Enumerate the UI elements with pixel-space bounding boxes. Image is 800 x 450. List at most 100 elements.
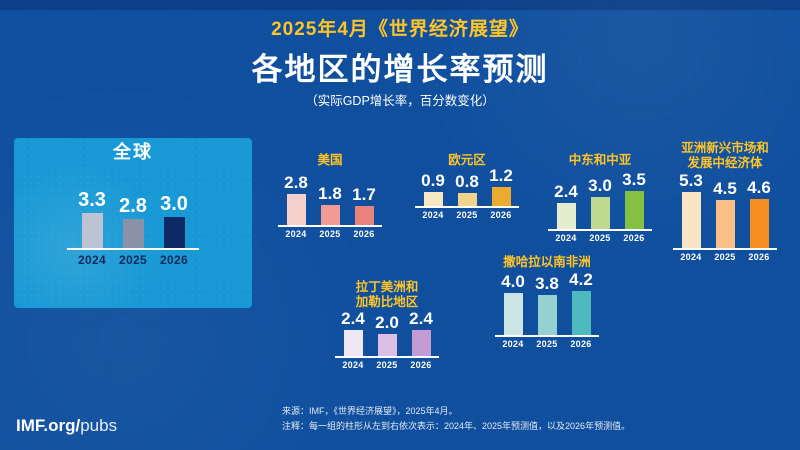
bar (590, 196, 610, 229)
value-label: 1.2 (489, 165, 513, 185)
bar-column: 4.5 (708, 179, 742, 248)
chart-title-line: 加勒比地区 (355, 295, 419, 309)
chart-title-line: 拉丁美洲和 (355, 280, 419, 294)
logo-light-part: pubs (80, 416, 118, 435)
bar-group: 2.8 1.8 1.7 (278, 173, 382, 227)
bar (122, 218, 144, 248)
chart-title-line: 美国 (317, 153, 343, 167)
bar-column: 3.3 (72, 189, 113, 248)
chart-title: 美国 (245, 153, 415, 168)
value-label: 4.6 (747, 178, 771, 198)
bar (715, 200, 735, 248)
bar (423, 191, 443, 206)
year-label: 2024 (78, 253, 106, 267)
value-label: 4.2 (569, 269, 593, 289)
chart-title: 欧元区 (382, 153, 552, 168)
chart-title-line: 欧元区 (448, 153, 486, 167)
bar-column: 2.0 (370, 313, 404, 356)
chart-global: 全球 3.3 2.8 3.0 2024 2025 2026 (53, 143, 213, 267)
bar (81, 213, 103, 248)
bar (163, 216, 185, 248)
year-label: 2026 (748, 252, 770, 262)
imf-pubs-logo: IMF.org/pubs (16, 416, 117, 436)
bar (537, 295, 557, 335)
year-label: 2025 (119, 253, 147, 267)
year-label: 2025 (714, 252, 736, 262)
report-kicker: 2025年4月《世界经济展望》 (271, 19, 529, 40)
bar-column: 3.0 (583, 176, 617, 229)
bar-column: 2.4 (549, 182, 583, 229)
bar-column: 1.2 (484, 166, 518, 206)
chart-title-line: 全球 (113, 142, 153, 162)
bar (749, 199, 769, 248)
value-label: 3.3 (78, 189, 106, 212)
bar (377, 334, 397, 356)
value-label: 2.8 (119, 194, 147, 217)
bar-column: 2.8 (113, 195, 154, 248)
bar-column: 3.8 (530, 274, 564, 335)
year-label: 2026 (490, 210, 512, 220)
year-axis: 2024 2025 2026 (67, 253, 199, 267)
value-label: 4.5 (713, 179, 737, 199)
chart-latin-america-caribbean: 拉丁美洲和 加勒比地区 2.4 2.0 2.4 2024 2025 2026 (322, 280, 452, 370)
bar-column: 2.4 (336, 309, 370, 356)
bar-group: 0.9 0.8 1.2 (415, 166, 519, 208)
bar (320, 205, 340, 225)
value-label: 5.3 (679, 170, 703, 190)
year-label: 2024 (285, 229, 307, 239)
year-axis: 2024 2025 2026 (495, 339, 599, 349)
chart-sub-saharan-africa: 撒哈拉以南非洲 4.0 3.8 4.2 2024 2025 2026 (482, 255, 612, 349)
chart-middle-east-central-asia: 中东和中亚 2.4 3.0 3.5 2024 2025 2026 (535, 153, 665, 243)
year-axis: 2024 2025 2026 (415, 210, 519, 220)
bar-column: 1.7 (347, 185, 381, 225)
chart-usa: 美国 2.8 1.8 1.7 2024 2025 2026 (265, 153, 395, 239)
value-label: 1.7 (352, 185, 376, 205)
year-label: 2024 (342, 360, 364, 370)
year-label: 2026 (410, 360, 432, 370)
year-axis: 2024 2025 2026 (673, 252, 777, 262)
year-label: 2024 (422, 210, 444, 220)
chart-title: 中东和中亚 (515, 153, 685, 168)
value-label: 1.8 (318, 184, 342, 204)
value-label: 3.0 (588, 175, 612, 195)
chart-title: 亚洲新兴市场和 发展中经济体 (640, 141, 800, 171)
value-label: 2.4 (554, 182, 578, 202)
bar (624, 191, 644, 229)
year-label: 2025 (376, 360, 398, 370)
value-label: 3.5 (622, 170, 646, 190)
chart-euro-area: 欧元区 0.9 0.8 1.2 2024 2025 2026 (402, 153, 532, 220)
bar-column: 2.4 (404, 309, 438, 356)
year-label: 2024 (555, 233, 577, 243)
value-label: 2.4 (341, 309, 365, 329)
value-label: 4.0 (501, 272, 525, 291)
year-axis: 2024 2025 2026 (335, 360, 439, 370)
value-label: 2.4 (409, 309, 433, 329)
bar (681, 191, 701, 248)
year-label: 2025 (456, 210, 478, 220)
bar-column: 3.0 (154, 192, 195, 248)
chart-title-line: 发展中经济体 (687, 156, 763, 170)
bar-column: 0.9 (416, 171, 450, 206)
bar-group: 5.3 4.5 4.6 (673, 171, 777, 250)
chart-title: 全球 (33, 142, 233, 162)
value-label: 2.8 (284, 173, 308, 193)
year-label: 2026 (160, 253, 188, 267)
logo-bold-part: IMF.org/ (16, 416, 81, 435)
bar-column: 2.8 (279, 173, 313, 225)
bar-group: 2.4 3.0 3.5 (548, 170, 652, 231)
value-label: 3.0 (160, 192, 188, 215)
value-label: 0.9 (421, 170, 445, 190)
chart-emerging-developing-asia: 亚洲新兴市场和 发展中经济体 5.3 4.5 4.6 2024 2025 2026 (660, 141, 790, 262)
bar-column: 4.6 (742, 178, 776, 248)
bar-column: 3.5 (617, 170, 651, 229)
bar (286, 194, 306, 225)
credits-block: 来源：IMF，《世界经济展望》，2025年4月。 注释：每一组的柱形从左到右依次… (282, 404, 630, 434)
bar-group: 4.0 3.8 4.2 (495, 270, 599, 337)
bar-column: 4.2 (564, 270, 598, 335)
year-axis: 2024 2025 2026 (278, 229, 382, 239)
value-label: 3.8 (535, 274, 559, 294)
bar-column: 0.8 (450, 172, 484, 206)
year-axis: 2024 2025 2026 (548, 233, 652, 243)
bar (556, 203, 576, 229)
